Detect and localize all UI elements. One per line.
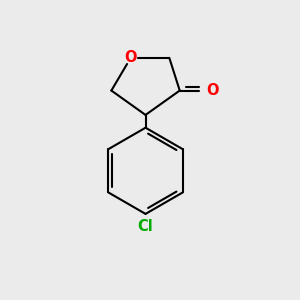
Text: Cl: Cl xyxy=(138,219,153,234)
Text: O: O xyxy=(206,83,219,98)
Text: O: O xyxy=(124,50,137,65)
